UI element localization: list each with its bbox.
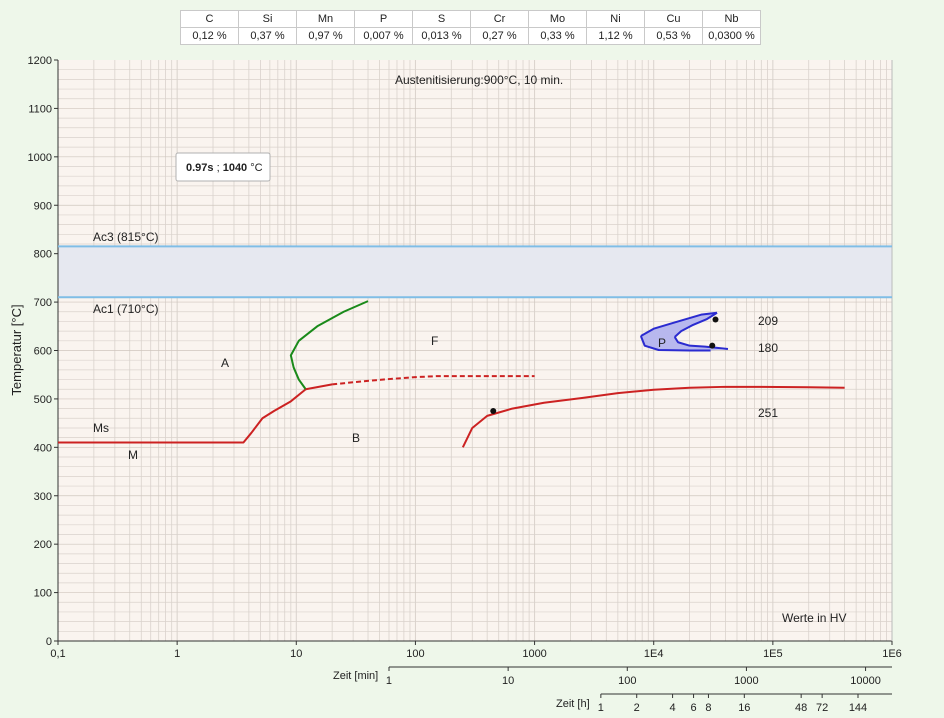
bainite-start-curve — [305, 383, 333, 391]
x-tick-label: 0,1 — [50, 648, 65, 660]
minutes-tick-label: 1000 — [734, 675, 758, 687]
y-tick-label: 700 — [34, 297, 52, 309]
hours-tick-label: 1 — [598, 702, 604, 714]
pearlite-inner-upper-curve — [674, 311, 718, 338]
readout-separator: ; — [214, 162, 223, 174]
hardness-point — [712, 316, 719, 323]
value-C: 0,12 % — [180, 27, 239, 45]
x-tick-label: 1000 — [522, 648, 546, 660]
y-tick-label: 0 — [46, 636, 52, 648]
x-tick-label: 1E4 — [644, 648, 664, 660]
minutes-tick-label: 1 — [386, 675, 392, 687]
martensite-start-curve — [58, 388, 307, 444]
hardness-point — [490, 408, 497, 415]
curves: 251 209 180 — [58, 245, 892, 448]
ferrite-start-curve — [289, 300, 369, 390]
pearlite-outer-lower-curve — [639, 335, 711, 352]
cursor-readout-box[interactable]: 0.97s ; 1040 °C — [175, 152, 271, 182]
axes: 0100200300400500600700800900100011001200… — [28, 55, 902, 714]
y-tick-label: 1100 — [28, 103, 52, 115]
hours-tick-label: 72 — [816, 702, 828, 714]
readout-temp: 1040 — [223, 162, 247, 174]
y-tick-label: 1000 — [28, 152, 52, 164]
value-Nb: 0,0300 % — [702, 27, 761, 45]
composition-value-row: 0,12 % 0,37 % 0,97 % 0,007 % 0,013 % 0,2… — [180, 27, 761, 45]
y-tick-label: 100 — [34, 588, 52, 600]
hours-tick-label: 16 — [738, 702, 750, 714]
hours-tick-label: 6 — [690, 702, 696, 714]
phase-label-A: A — [221, 356, 229, 370]
y-axis-label: Temperatur [°C] — [9, 304, 24, 395]
pearlite-region — [640, 312, 728, 351]
minutes-tick-label: 100 — [618, 675, 636, 687]
value-Mn: 0,97 % — [296, 27, 355, 45]
hardness-label: 209 — [758, 314, 778, 328]
ms-label: Ms — [93, 421, 109, 435]
x-tick-label: 10 — [290, 648, 302, 660]
minutes-axis-label: Zeit [min] — [333, 670, 378, 682]
y-tick-label: 600 — [34, 346, 52, 358]
value-S: 0,013 % — [412, 27, 471, 45]
value-Ni: 1,12 % — [586, 27, 645, 45]
phase-label-B: B — [352, 431, 360, 445]
ac3-label: Ac3 (815°C) — [93, 230, 159, 244]
bainite-start-curve-dashed — [332, 375, 535, 386]
ac1-ac3-band — [58, 246, 892, 298]
x-tick-label: 100 — [406, 648, 424, 660]
phase-label-F: F — [431, 334, 438, 348]
minutes-tick-label: 10000 — [850, 675, 881, 687]
hardness-point — [709, 342, 716, 349]
phase-label-P: P — [658, 336, 666, 350]
hours-tick-label: 8 — [705, 702, 711, 714]
hours-tick-label: 2 — [634, 702, 640, 714]
readout-time: 0.97s — [186, 162, 214, 174]
readout-unit: °C — [247, 162, 262, 174]
y-tick-label: 300 — [34, 491, 52, 503]
y-tick-label: 1200 — [28, 55, 52, 67]
y-tick-label: 500 — [34, 394, 52, 406]
value-Cr: 0,27 % — [470, 27, 529, 45]
footnote: Werte in HV — [782, 611, 846, 625]
hours-tick-label: 48 — [795, 702, 807, 714]
y-tick-label: 200 — [34, 539, 52, 551]
phase-label-M: M — [128, 448, 138, 462]
y-tick-label: 800 — [34, 249, 52, 261]
hours-axis-label: Zeit [h] — [556, 698, 590, 710]
bainite-end-curve — [461, 385, 845, 448]
svg-text:0.97s ; 1040 °C: 0.97s ; 1040 °C — [186, 162, 263, 174]
composition-table: C Si Mn P S Cr Mo Ni Cu Nb 0,12 % 0,37 %… — [180, 10, 761, 45]
pearlite-outer-upper-curve — [640, 311, 718, 337]
x-tick-label: 1E6 — [882, 648, 902, 660]
minutes-tick-label: 10 — [502, 675, 514, 687]
y-tick-label: 400 — [34, 442, 52, 454]
value-P: 0,007 % — [354, 27, 413, 45]
chart-title: Austenitisierung:900°C, 10 min. — [395, 73, 563, 87]
value-Cu: 0,53 % — [644, 27, 703, 45]
x-tick-label: 1E5 — [763, 648, 783, 660]
hours-tick-label: 144 — [849, 702, 867, 714]
x-tick-label: 1 — [174, 648, 180, 660]
hours-tick-label: 4 — [670, 702, 676, 714]
y-tick-label: 900 — [34, 200, 52, 212]
hardness-label: 251 — [758, 406, 778, 420]
ac1-label: Ac1 (710°C) — [93, 302, 159, 316]
hardness-label: 180 — [758, 341, 778, 355]
